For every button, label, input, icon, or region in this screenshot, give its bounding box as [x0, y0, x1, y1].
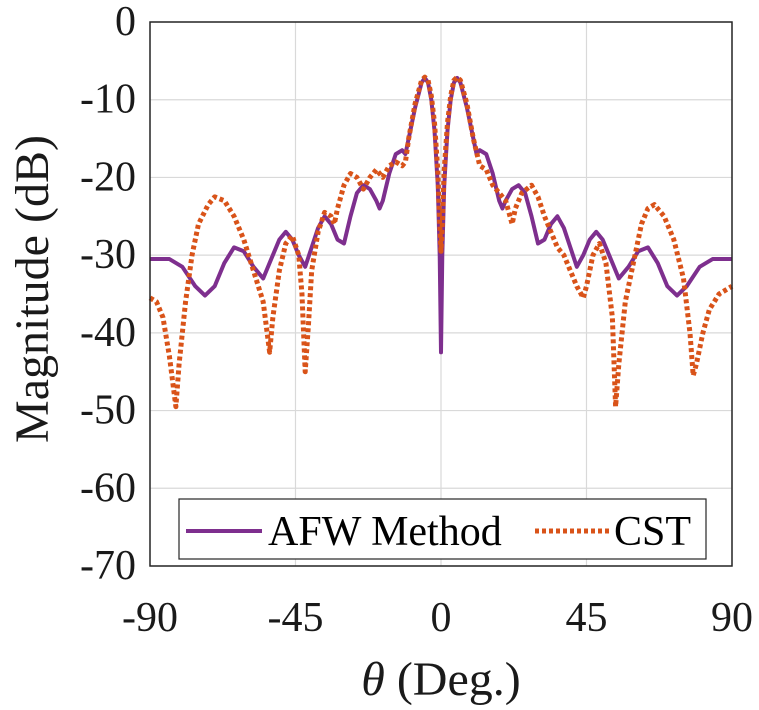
y-tick-label: 0	[115, 0, 136, 45]
y-tick-label: -30	[80, 232, 136, 278]
y-tick-label: -20	[80, 154, 136, 200]
legend-box	[178, 498, 707, 560]
legend-label-afw-method: AFW Method	[268, 509, 502, 555]
x-tick-label: 45	[566, 595, 608, 641]
x-axis-title-symbol: θ	[361, 653, 385, 706]
axes-box	[149, 21, 733, 567]
y-axis-title: Magnitude (dB)	[6, 135, 59, 443]
series-line-cst	[148, 74, 734, 410]
y-tick-label: -10	[80, 77, 136, 123]
x-tick-label: 90	[711, 595, 753, 641]
x-tick-label: -90	[122, 595, 178, 641]
y-tick-label: -50	[80, 388, 136, 434]
legend-label-cst: CST	[614, 509, 691, 555]
x-axis-title-text: (Deg.)	[385, 653, 521, 706]
tick-labels: -90 -45 0 45 90 0 -10 -20 -30 -40 -50 -60 -70	[80, 0, 753, 641]
x-axis-title: θ (Deg.)	[361, 653, 521, 706]
series-lines	[148, 74, 734, 410]
y-tick-label: -60	[80, 465, 136, 511]
y-tick-label: -40	[80, 310, 136, 356]
y-tick-label: -70	[80, 543, 136, 589]
x-tick-label: 0	[431, 595, 452, 641]
x-tick-label: -45	[268, 595, 324, 641]
legend: AFW Method CST	[178, 498, 707, 560]
